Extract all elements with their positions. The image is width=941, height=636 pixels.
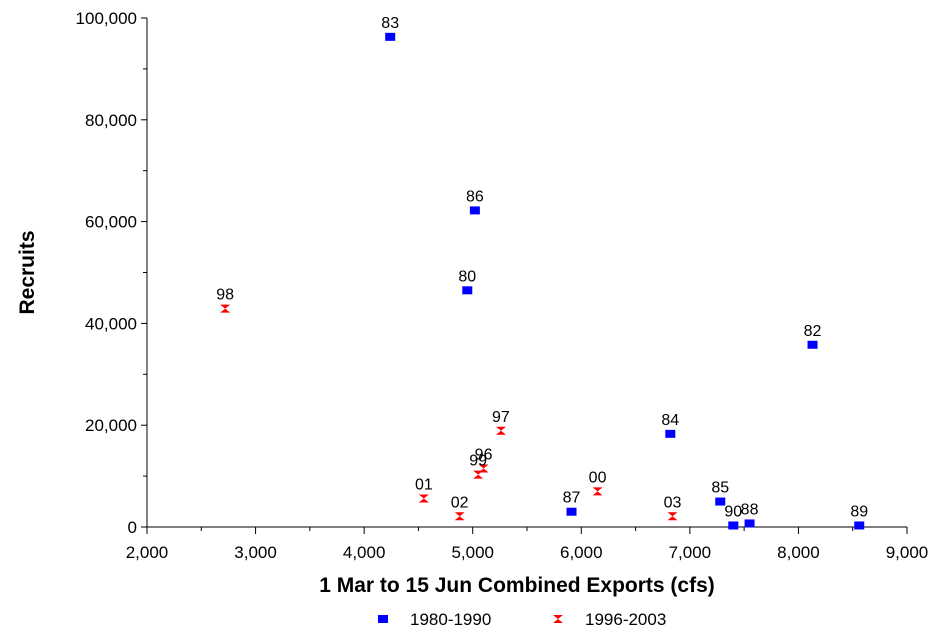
data-point: [495, 426, 506, 435]
data-point: [473, 470, 484, 479]
data-point: [220, 304, 231, 313]
data-point: [715, 497, 726, 506]
point-label: 89: [850, 503, 868, 520]
point-label: 84: [661, 412, 679, 429]
y-axis-ticks: 0 20,000 40,000 60,000 80,000 100,000: [76, 9, 147, 537]
point-label: 90: [724, 503, 742, 520]
data-point: [462, 286, 473, 295]
data-point: [854, 521, 865, 530]
series-1: 80 82 83 84 85 86 87 88 89 90: [381, 15, 868, 530]
y-tick-label: 0: [128, 518, 137, 537]
point-label: 86: [466, 188, 484, 205]
data-point: [667, 512, 678, 521]
data-point: [665, 429, 676, 438]
y-tick-label: 20,000: [85, 416, 137, 435]
point-label: 98: [216, 287, 234, 304]
point-label: 01: [415, 476, 433, 493]
data-point: [469, 206, 480, 215]
point-label: 85: [711, 480, 729, 497]
data-point: [418, 494, 429, 503]
data-point: [454, 512, 465, 521]
y-axis-title: Recruits: [16, 230, 39, 314]
point-label: 00: [589, 469, 607, 486]
y-tick-label: 60,000: [85, 213, 137, 232]
data-point: [744, 519, 755, 528]
x-axis-ticks: 2,000 3,000 4,000 5,000 6,000 7,000 8,000 9,000: [126, 527, 929, 562]
x-tick-label: 8,000: [777, 543, 820, 562]
legend-item: 1996-2003: [553, 610, 666, 629]
legend-marker: [378, 615, 388, 623]
x-tick-label: 3,000: [234, 543, 277, 562]
y-tick-label: 80,000: [85, 111, 137, 130]
point-label: 88: [741, 501, 759, 518]
point-label: 87: [563, 490, 581, 507]
y-tick-label: 100,000: [76, 9, 137, 28]
legend-marker: [553, 615, 563, 623]
data-point: [385, 32, 396, 41]
x-tick-label: 4,000: [343, 543, 386, 562]
legend: 1980-1990 1996-2003: [378, 610, 666, 629]
data-points: 80 82 83 84 85 86 87 88 89 90 96 97 98 99 00 01 02 03: [216, 15, 868, 530]
point-label: 96: [475, 446, 493, 463]
series-2: 96 97 98 99 00 01 02 03: [216, 287, 681, 521]
point-label: 82: [804, 323, 822, 340]
point-label: 97: [492, 409, 510, 426]
x-tick-label: 7,000: [669, 543, 712, 562]
x-tick-label: 5,000: [451, 543, 494, 562]
x-tick-label: 9,000: [886, 543, 929, 562]
data-point: [728, 521, 739, 530]
legend-label: 1980-1990: [410, 610, 491, 629]
x-tick-label: 6,000: [560, 543, 603, 562]
x-tick-label: 2,000: [126, 543, 169, 562]
plot-area: 2,000 3,000 4,000 5,000 6,000 7,000 8,000 9,000…: [76, 9, 929, 562]
data-point: [592, 487, 603, 496]
data-point: [566, 507, 577, 516]
legend-item: 1980-1990: [378, 610, 491, 629]
x-axis-title: 1 Mar to 15 Jun Combined Exports (cfs): [319, 574, 715, 597]
point-label: 03: [664, 494, 682, 511]
data-point: [478, 464, 489, 473]
point-label: 83: [381, 15, 399, 32]
y-tick-label: 40,000: [85, 314, 137, 333]
legend-label: 1996-2003: [585, 610, 666, 629]
point-label: 02: [451, 494, 469, 511]
data-point: [807, 340, 818, 349]
point-label: 80: [458, 268, 476, 285]
point-label: 99: [469, 453, 487, 470]
